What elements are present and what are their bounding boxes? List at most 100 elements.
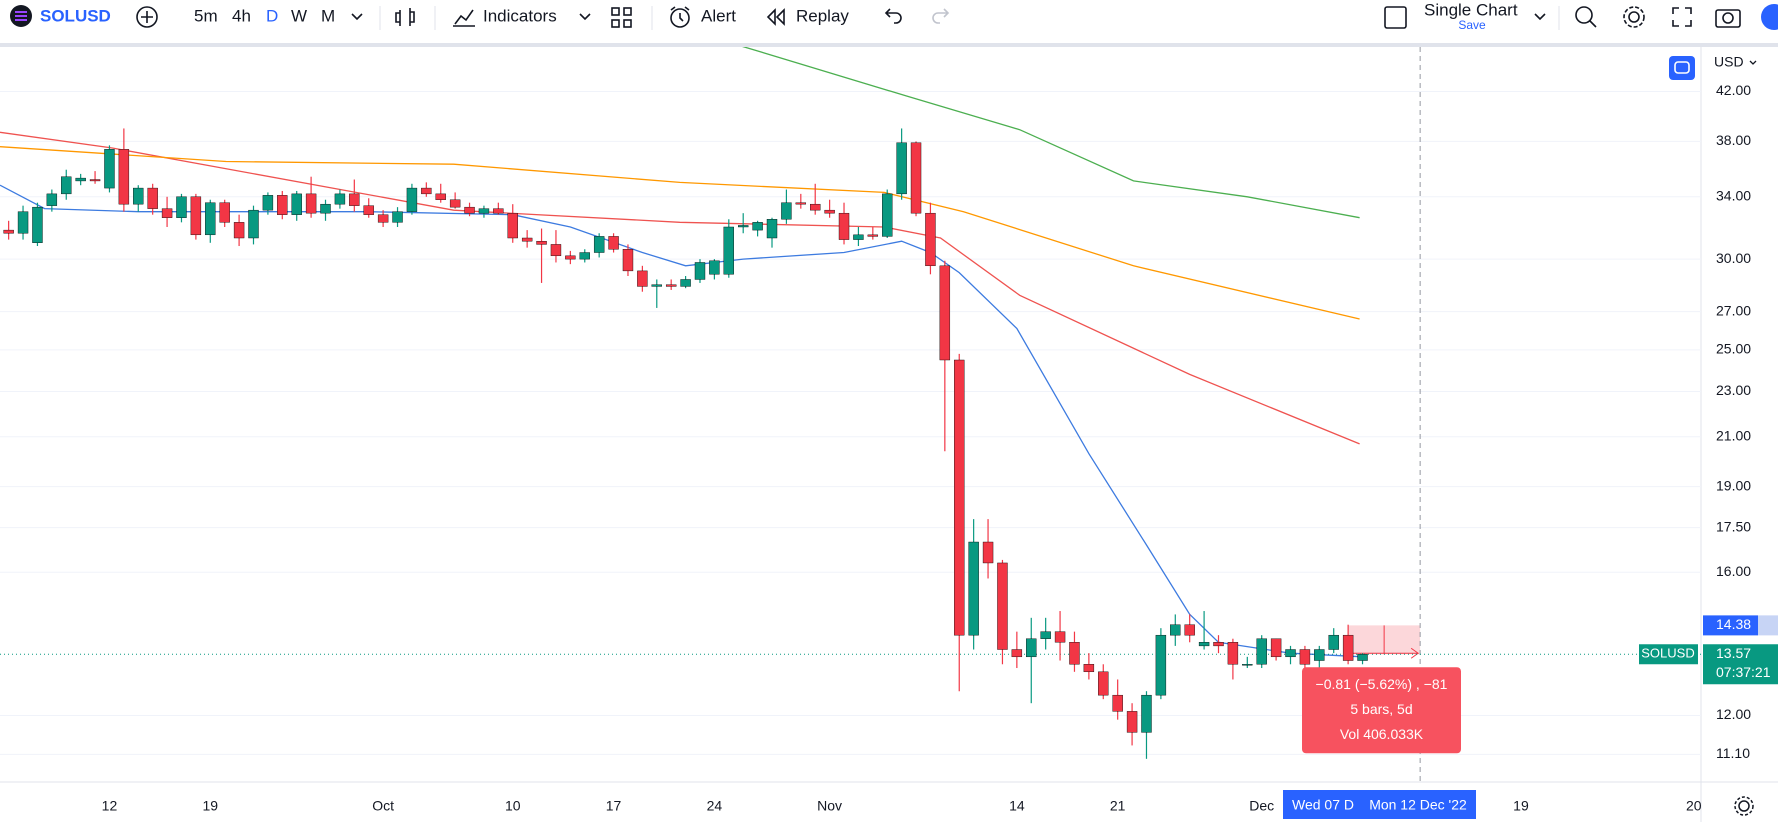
candle-body [1227,642,1239,665]
x-tick-label: 19 [202,798,218,814]
measure-info-text: −0.81 (−5.62%) , −81 [1316,676,1448,692]
y-tick-label: 17.50 [1716,518,1751,534]
candle-body [320,203,331,214]
y-tick-label: 23.00 [1716,382,1751,398]
settings-corner[interactable] [1734,796,1754,816]
candle-body [1155,634,1167,696]
settings-button[interactable] [1628,11,1640,23]
x-tick-label: 21 [1110,798,1126,814]
indicators-dropdown[interactable] [579,13,591,21]
candle-body [737,225,749,228]
candle-body [89,179,101,182]
currency-button[interactable]: USD [1714,54,1744,70]
interval-button[interactable]: 4h [232,6,251,25]
candle-body [449,199,461,208]
snapshot-button[interactable] [1715,9,1741,28]
y-tick-label: 27.00 [1716,302,1751,318]
candle-body [565,255,576,260]
layout-name[interactable]: Single Chart [1424,0,1518,19]
candle-body [1314,649,1325,661]
candle-body [910,142,922,214]
candle-body [1342,634,1354,661]
replay-icon[interactable] [766,8,785,26]
candle-body [954,359,965,636]
candle-body [766,219,778,239]
candle-body [925,212,936,267]
interval-button-active[interactable]: D [266,6,278,25]
last-price-box [1703,644,1778,685]
settings-gear [1623,6,1645,28]
symbol-label: SOLUSD [1641,646,1694,661]
interval-dropdown[interactable] [351,13,363,21]
candle-body [17,211,29,234]
toolbar: SOLUSD 5m 4h D W M Indicators Alert Repl… [0,0,1778,47]
candle-body [608,236,619,250]
y-tick-label: 25.00 [1716,341,1751,357]
profile-button[interactable] [1761,4,1778,30]
date-label-box [1361,790,1476,819]
candle-body [622,249,634,272]
indicators-button[interactable]: Indicators [483,6,557,25]
layout-dropdown[interactable] [1534,13,1546,21]
candle-body [1040,631,1051,639]
fullscreen-button[interactable] [1672,7,1692,27]
alert-button[interactable]: Alert [701,6,736,25]
replay-button[interactable]: Replay [796,6,849,25]
candle-body [262,195,274,211]
corner-gear-teeth [1734,796,1754,816]
candle-body [680,279,691,287]
moving-average-line [741,45,1360,219]
x-tick-label: 17 [606,798,622,814]
candle-body [1270,638,1282,658]
candle-body [1213,642,1224,647]
undo-button[interactable] [884,8,902,24]
candle-body [637,270,648,287]
y-tick-label: 38.00 [1716,132,1751,148]
candle-body [752,222,763,231]
corner-gear[interactable] [1738,800,1750,812]
candle-body [997,562,1008,650]
layout-icon[interactable] [611,7,620,16]
save-button[interactable]: Save [1458,18,1486,32]
candle-body [651,284,662,287]
candle-body [982,541,994,564]
search-handle [1589,20,1597,28]
y-tick-label: 21.00 [1716,427,1751,443]
candle-body [161,208,173,218]
chart-type-button[interactable] [395,8,415,26]
alert-icon[interactable] [670,8,690,28]
measure-info-text: Vol 406.033K [1340,726,1424,742]
interval-button[interactable]: 5m [194,6,218,25]
y-tick-label: 12.00 [1716,706,1751,722]
layout-checkbox[interactable] [1384,6,1407,29]
candle-body [1184,624,1195,636]
candle-body [493,208,504,214]
candle-body [377,214,389,223]
candle-body [147,187,158,209]
bar-countdown: 07:37:21 [1716,664,1771,680]
auto-scale-button[interactable] [1669,56,1695,80]
y-tick-label: 30.00 [1716,250,1751,266]
candle-body [464,206,475,214]
candle-body [1083,664,1095,673]
candle-body [363,205,374,215]
symbol-button[interactable]: SOLUSD [40,6,111,25]
interval-button[interactable]: W [291,6,307,25]
candle-body [1098,671,1109,696]
x-tick-label: 10 [505,798,521,814]
candle-body [277,195,288,215]
interval-button[interactable]: M [321,6,335,25]
layout-icon [611,19,620,28]
search-button[interactable] [1575,6,1593,24]
moving-average-line [0,146,1360,320]
compare-button[interactable] [136,6,158,28]
date-label: Wed 07 D [1292,797,1354,813]
x-tick-label: Nov [817,798,842,814]
indicators-icon[interactable] [453,9,475,27]
redo-button[interactable] [932,8,950,24]
candle-body [1299,649,1311,665]
candle-body [1357,654,1368,661]
auto-scale-icon [1674,61,1690,74]
candle-body [694,262,706,280]
candle-body [305,193,317,214]
